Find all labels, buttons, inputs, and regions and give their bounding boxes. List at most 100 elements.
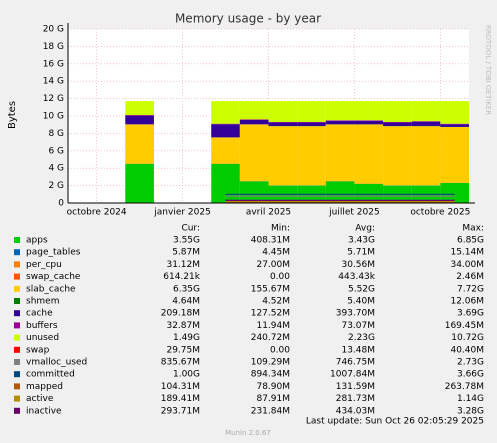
area-segment bbox=[239, 119, 269, 125]
x-tick-label: avril 2025 bbox=[246, 208, 291, 218]
legend-value: 0.00 bbox=[270, 345, 290, 355]
legend-value: 5.40M bbox=[347, 297, 375, 307]
y-tick-label: 4 G bbox=[48, 164, 64, 174]
area-segment bbox=[354, 120, 384, 121]
area-segment bbox=[325, 120, 355, 125]
area-segment bbox=[411, 126, 441, 186]
area-segment bbox=[297, 122, 326, 127]
area-segment bbox=[383, 121, 412, 123]
area-segment bbox=[354, 183, 384, 203]
legend-value: 189.41M bbox=[161, 394, 200, 404]
legend-swatch bbox=[14, 298, 20, 304]
legend-value: 4.52M bbox=[262, 297, 290, 307]
y-tick-label: 20 G bbox=[43, 25, 64, 35]
y-tick-label: 0 bbox=[58, 199, 64, 209]
legend-value: 746.75M bbox=[336, 358, 375, 368]
area-segment bbox=[211, 163, 240, 203]
legend-value: 1.00G bbox=[173, 370, 200, 380]
legend-value: 104.31M bbox=[161, 382, 200, 392]
legend-value: 2.46M bbox=[456, 272, 484, 282]
legend-value: 1.14G bbox=[457, 394, 484, 404]
x-tick-label: juillet 2025 bbox=[328, 208, 380, 218]
legend-label: shmem bbox=[26, 297, 59, 307]
legend-value: 240.72M bbox=[251, 333, 290, 343]
legend-label: page_tables bbox=[26, 248, 81, 258]
legend-swatch bbox=[14, 334, 20, 341]
area-segment bbox=[411, 101, 441, 122]
area-segment bbox=[268, 122, 298, 127]
legend-value: 5.87M bbox=[172, 248, 200, 258]
legend-value: 6.85G bbox=[457, 236, 484, 246]
legend-value: 4.45M bbox=[262, 248, 290, 258]
legend-label: mapped bbox=[26, 382, 63, 392]
legend-value: 3.43G bbox=[348, 236, 375, 246]
legend-swatch bbox=[14, 249, 20, 256]
legend-swatch bbox=[14, 371, 20, 378]
legend-label: swap bbox=[26, 345, 50, 355]
legend-value: 2.23G bbox=[348, 333, 375, 343]
legend-value: 2.73G bbox=[457, 358, 484, 368]
legend-value: 5.52G bbox=[348, 284, 375, 294]
legend-value: 31.12M bbox=[166, 260, 200, 270]
legend-swatch bbox=[14, 310, 20, 317]
legend-value: 155.67M bbox=[251, 284, 290, 294]
legend-value: 894.34M bbox=[251, 370, 290, 380]
y-tick-label: 6 G bbox=[48, 146, 64, 156]
legend-swatch bbox=[14, 359, 20, 365]
area-segment bbox=[125, 115, 154, 116]
legend-value: 209.18M bbox=[161, 309, 200, 319]
area-segment bbox=[325, 101, 355, 121]
area-segment bbox=[125, 115, 154, 125]
legend-value: 78.90M bbox=[256, 382, 290, 392]
legend-value: 5.71M bbox=[347, 248, 375, 258]
legend-value: 27.00M bbox=[256, 260, 290, 270]
legend-label: cache bbox=[26, 309, 53, 319]
legend-value: 263.78M bbox=[445, 382, 484, 392]
area-segment bbox=[211, 123, 240, 125]
legend-value: 4.64M bbox=[172, 297, 200, 307]
area-segment bbox=[239, 119, 269, 120]
legend-value: 293.71M bbox=[161, 406, 200, 416]
legend-header: Avg: bbox=[355, 224, 375, 234]
legend-header: Cur: bbox=[181, 224, 200, 234]
area-segment bbox=[440, 123, 469, 125]
legend-swatch bbox=[14, 322, 20, 329]
legend-value: 29.75M bbox=[166, 345, 200, 355]
y-tick-label: 8 G bbox=[48, 129, 64, 139]
y-tick-label: 2 G bbox=[48, 181, 64, 191]
legend-label: unused bbox=[26, 333, 59, 343]
y-tick-label: 12 G bbox=[43, 94, 64, 104]
legend-value: 3.28G bbox=[457, 406, 484, 416]
legend-value: 15.14M bbox=[450, 248, 484, 258]
area-segment bbox=[411, 121, 441, 122]
legend-value: 1007.84M bbox=[330, 370, 375, 380]
y-tick-label: 18 G bbox=[43, 42, 64, 52]
area-segment bbox=[239, 181, 269, 203]
area-segment bbox=[354, 124, 384, 184]
area-segment bbox=[440, 101, 469, 124]
legend-swatch bbox=[14, 407, 20, 414]
area-segment bbox=[325, 181, 355, 203]
legend-value: 614.21k bbox=[163, 272, 200, 282]
legend-header: Min: bbox=[271, 224, 290, 234]
legend-label: buffers bbox=[26, 321, 58, 331]
area-segment bbox=[211, 137, 240, 164]
area-segment bbox=[411, 121, 441, 127]
legend-header: Max: bbox=[462, 224, 484, 234]
y-tick-label: 16 G bbox=[43, 59, 64, 69]
chart-title: Memory usage - by year bbox=[175, 12, 321, 26]
area-segment bbox=[211, 101, 240, 124]
x-tick-label: janvier 2025 bbox=[153, 208, 211, 218]
x-tick-label: octobre 2025 bbox=[410, 208, 470, 218]
legend-value: 11.94M bbox=[256, 321, 290, 331]
legend-value: 393.70M bbox=[336, 309, 375, 319]
area-segment bbox=[354, 120, 384, 125]
legend-value: 835.67M bbox=[161, 358, 200, 368]
area-segment bbox=[440, 126, 469, 183]
y-tick-label: 14 G bbox=[43, 77, 64, 87]
area-segment bbox=[383, 101, 412, 122]
area-segment bbox=[354, 101, 384, 121]
area-segment bbox=[297, 121, 326, 123]
legend-swatch bbox=[14, 261, 20, 268]
